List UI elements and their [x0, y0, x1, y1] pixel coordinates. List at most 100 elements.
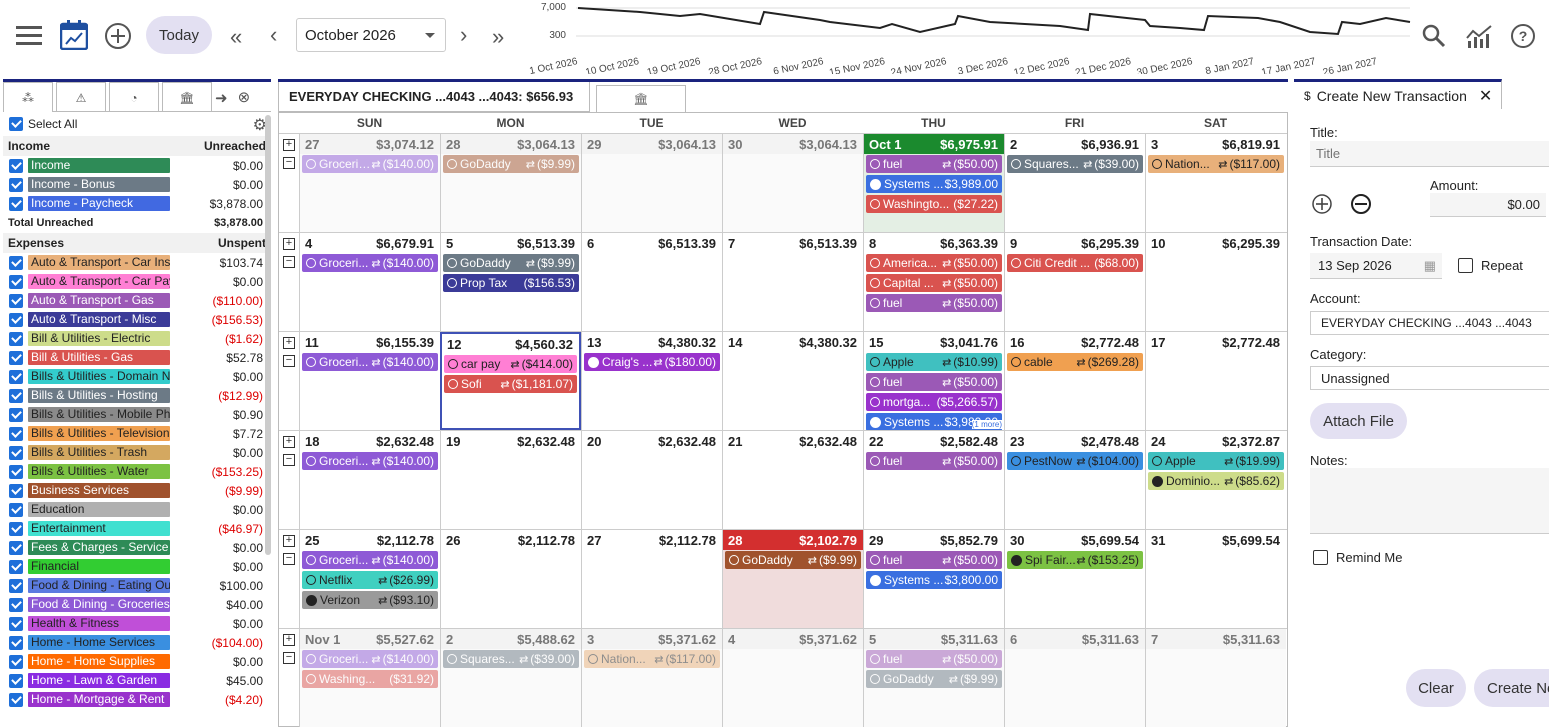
- day-cell[interactable]: 6 $6,513.39: [581, 233, 722, 331]
- category-checkbox[interactable]: [9, 445, 23, 460]
- category-row[interactable]: Bill & Utilities - Electric ($1.62): [3, 329, 271, 348]
- category-row[interactable]: Education $0.00: [3, 500, 271, 519]
- category-checkbox[interactable]: [9, 692, 23, 707]
- transaction-chip[interactable]: GoDaddy ⇄ ($9.99): [443, 254, 579, 272]
- title-input[interactable]: [1310, 141, 1549, 167]
- category-row[interactable]: Income - Paycheck $3,878.00: [3, 194, 271, 213]
- day-cell[interactable]: 31 $5,699.54: [1145, 530, 1286, 628]
- attach-file-button[interactable]: Attach File: [1310, 403, 1407, 439]
- transaction-chip[interactable]: Washing... ($31.92): [302, 670, 438, 688]
- day-cell[interactable]: 16 $2,772.48 cable ⇄ ($269.28): [1004, 332, 1145, 430]
- category-checkbox[interactable]: [9, 196, 23, 211]
- expand-icon[interactable]: +: [283, 634, 295, 646]
- create-new-button[interactable]: Create New: [1474, 669, 1549, 707]
- day-cell[interactable]: 19 $2,632.48: [440, 431, 581, 529]
- day-cell[interactable]: 26 $2,112.78: [440, 530, 581, 628]
- add-circle-icon[interactable]: [104, 22, 132, 50]
- transaction-chip[interactable]: Groceri... ⇄ ($140.00): [302, 254, 438, 272]
- notes-textarea[interactable]: [1310, 468, 1549, 534]
- day-cell[interactable]: 11 $6,155.39 Groceri... ⇄ ($140.00): [299, 332, 440, 430]
- transaction-chip[interactable]: Dominio... ⇄ ($85.62): [1148, 472, 1284, 490]
- category-row[interactable]: Bills & Utilities - Television $7.72: [3, 424, 271, 443]
- category-row[interactable]: Health & Fitness $0.00: [3, 614, 271, 633]
- day-cell[interactable]: 3 $5,371.62 Nation... ⇄ ($117.00): [581, 629, 722, 727]
- day-cell[interactable]: 4 $5,371.62: [722, 629, 863, 727]
- category-checkbox[interactable]: [9, 578, 23, 593]
- date-input[interactable]: 13 Sep 2026 ▦: [1310, 253, 1442, 279]
- today-button[interactable]: Today: [146, 16, 212, 54]
- category-row[interactable]: Home - Lawn & Garden $45.00: [3, 671, 271, 690]
- category-checkbox[interactable]: [9, 597, 23, 612]
- category-row[interactable]: Home - Home Services ($104.00): [3, 633, 271, 652]
- category-row[interactable]: Bills & Utilities - Trash $0.00: [3, 443, 271, 462]
- day-cell[interactable]: 9 $6,295.39 Citi Credit ... ($68.00): [1004, 233, 1145, 331]
- category-checkbox[interactable]: [9, 407, 23, 422]
- day-cell[interactable]: 2 $6,936.91 Squares... ⇄ ($39.00): [1004, 134, 1145, 232]
- day-cell[interactable]: 20 $2,632.48: [581, 431, 722, 529]
- category-checkbox[interactable]: [9, 388, 23, 403]
- tab-warnings[interactable]: ⚠: [56, 82, 106, 112]
- month-select[interactable]: October 2026: [296, 18, 446, 52]
- day-cell[interactable]: 27 $2,112.78: [581, 530, 722, 628]
- day-cell[interactable]: 5 $6,513.39 GoDaddy ⇄ ($9.99) Prop Tax ($156.5…: [440, 233, 581, 331]
- transaction-chip[interactable]: fuel ⇄ ($50.00): [866, 294, 1002, 312]
- day-cell[interactable]: 24 $2,372.87 Apple ⇄ ($19.99) Dominio... ⇄ ($85…: [1145, 431, 1286, 529]
- collapse-icon[interactable]: −: [283, 157, 295, 169]
- transaction-chip[interactable]: Capital ... ⇄ ($50.00): [866, 274, 1002, 292]
- transaction-chip[interactable]: Systems ... $3,989.00: [866, 175, 1002, 193]
- category-checkbox[interactable]: [9, 673, 23, 688]
- close-icon[interactable]: ✕: [1478, 87, 1493, 105]
- day-cell[interactable]: 21 $2,632.48: [722, 431, 863, 529]
- category-checkbox[interactable]: [9, 331, 23, 346]
- transaction-chip[interactable]: Squares... ⇄ ($39.00): [1007, 155, 1143, 173]
- day-cell[interactable]: 29 $3,064.13: [581, 134, 722, 232]
- amount-input[interactable]: $0.00: [1430, 193, 1546, 217]
- day-cell[interactable]: 30 $3,064.13: [722, 134, 863, 232]
- expand-icon[interactable]: +: [283, 535, 295, 547]
- expand-icon[interactable]: +: [283, 337, 295, 349]
- transaction-chip[interactable]: Citi Credit ... ($68.00): [1007, 254, 1143, 272]
- day-cell[interactable]: 22 $2,582.48 fuel ⇄ ($50.00): [863, 431, 1004, 529]
- category-row[interactable]: Bill & Utilities - Gas $52.78: [3, 348, 271, 367]
- transaction-chip[interactable]: fuel ⇄ ($50.00): [866, 373, 1002, 391]
- transaction-chip[interactable]: Verizon ⇄ ($93.10): [302, 591, 438, 609]
- more-link[interactable]: (1 more): [971, 420, 1002, 429]
- menu-icon[interactable]: [16, 24, 42, 46]
- category-row[interactable]: Income $0.00: [3, 156, 271, 175]
- transaction-chip[interactable]: mortga... ($5,266.57): [866, 393, 1002, 411]
- transaction-chip[interactable]: Groceri... ⇄ ($140.00): [302, 551, 438, 569]
- category-row[interactable]: Bills & Utilities - Hosting ($12.99): [3, 386, 271, 405]
- remind-checkbox[interactable]: [1313, 550, 1328, 565]
- transaction-chip[interactable]: Apple ⇄ ($10.99): [866, 353, 1002, 371]
- transaction-chip[interactable]: Groceri… ⇄ ($140.00): [302, 155, 438, 173]
- category-checkbox[interactable]: [9, 293, 23, 308]
- category-checkbox[interactable]: [9, 177, 23, 192]
- transaction-chip[interactable]: America... ⇄ ($50.00): [866, 254, 1002, 272]
- account-select[interactable]: EVERYDAY CHECKING ...4043 ...4043: [1310, 311, 1549, 335]
- transaction-chip[interactable]: car pay ⇄ ($414.00): [444, 355, 577, 373]
- category-checkbox[interactable]: [9, 654, 23, 669]
- close-circle-icon[interactable]: ⊗: [237, 89, 251, 106]
- minus-circle-icon[interactable]: [1350, 193, 1372, 215]
- day-cell[interactable]: 17 $2,772.48: [1145, 332, 1286, 430]
- category-checkbox[interactable]: [9, 464, 23, 479]
- transaction-chip[interactable]: cable ⇄ ($269.28): [1007, 353, 1143, 371]
- transaction-chip[interactable]: Nation... ⇄ ($117.00): [584, 650, 720, 668]
- transaction-chip[interactable]: Netflix ⇄ ($26.99): [302, 571, 438, 589]
- tab-budget[interactable]: ◔: [109, 82, 159, 112]
- tab-categories[interactable]: ⁂: [3, 82, 53, 112]
- add-account-tab[interactable]: 🏛: [596, 85, 686, 112]
- day-cell[interactable]: 13 $4,380.32 Craig's ... ⇄ ($180.00): [581, 332, 722, 430]
- category-row[interactable]: Auto & Transport - Gas ($110.00): [3, 291, 271, 310]
- category-row[interactable]: Bills & Utilities - Water ($153.25): [3, 462, 271, 481]
- next-year-icon[interactable]: »: [492, 24, 505, 49]
- day-cell[interactable]: 18 $2,632.48 Groceri... ⇄ ($140.00): [299, 431, 440, 529]
- category-row[interactable]: Income - Bonus $0.00: [3, 175, 271, 194]
- collapse-icon[interactable]: −: [283, 553, 295, 565]
- category-checkbox[interactable]: [9, 158, 23, 173]
- category-checkbox[interactable]: [9, 350, 23, 365]
- category-checkbox[interactable]: [9, 521, 23, 536]
- day-cell[interactable]: 10 $6,295.39: [1145, 233, 1286, 331]
- collapse-icon[interactable]: −: [283, 355, 295, 367]
- transaction-chip[interactable]: GoDaddy ⇄ ($9.99): [866, 670, 1002, 688]
